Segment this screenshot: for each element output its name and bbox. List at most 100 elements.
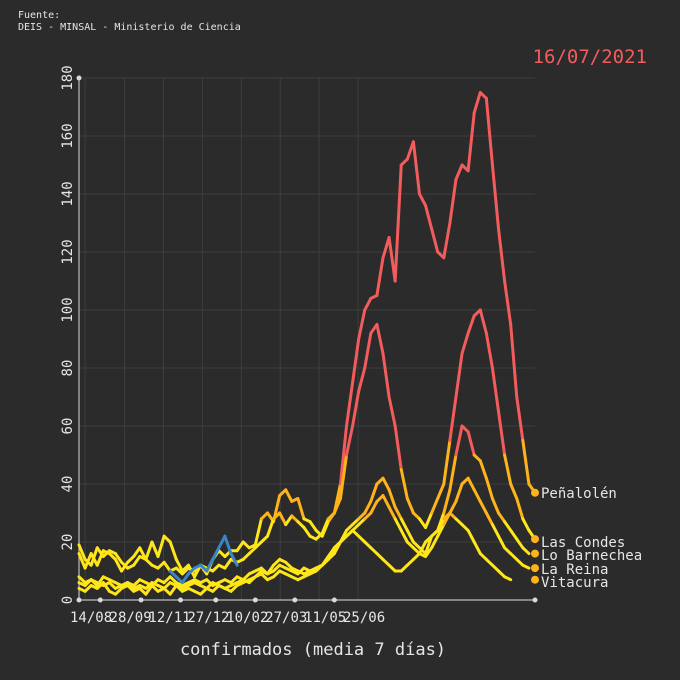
series-segment bbox=[466, 111, 476, 173]
series-segment bbox=[393, 424, 403, 471]
series-segment bbox=[217, 534, 227, 550]
series-segment bbox=[381, 494, 391, 509]
series-segment bbox=[424, 511, 434, 529]
series-segment bbox=[223, 534, 233, 556]
series-segment bbox=[448, 453, 458, 492]
end-point bbox=[531, 575, 539, 584]
series-segment bbox=[387, 505, 397, 521]
series-segment bbox=[363, 331, 373, 370]
series-segment bbox=[345, 381, 355, 428]
x-axis-dot bbox=[213, 597, 219, 603]
series-segment bbox=[484, 331, 494, 370]
y-tick-label: 60 bbox=[60, 418, 76, 435]
series-segment bbox=[466, 314, 476, 335]
series-segment bbox=[411, 140, 421, 196]
y-tick-label: 40 bbox=[60, 476, 76, 493]
series-segment bbox=[168, 540, 178, 561]
end-point bbox=[531, 488, 539, 497]
series-segment bbox=[387, 395, 397, 428]
series-segment bbox=[150, 540, 160, 558]
series-segment bbox=[405, 497, 415, 515]
series-segment bbox=[430, 534, 440, 550]
series-segment bbox=[113, 552, 124, 564]
end-label: Peñalolén bbox=[541, 486, 617, 502]
series-segment bbox=[77, 543, 87, 561]
x-tick-label: 28/09 bbox=[110, 610, 152, 626]
series-segment bbox=[296, 497, 306, 521]
series-segment bbox=[77, 552, 87, 570]
y-tick-label: 120 bbox=[60, 239, 76, 264]
series-segment bbox=[515, 537, 525, 550]
series-segment bbox=[393, 517, 403, 532]
series-segment bbox=[399, 517, 409, 532]
series-segment bbox=[338, 424, 349, 486]
series-segment bbox=[375, 323, 385, 355]
series-segment bbox=[497, 511, 507, 524]
series-segment bbox=[156, 534, 166, 558]
y-tick-label: 160 bbox=[60, 123, 76, 148]
series-segment bbox=[466, 476, 476, 492]
series-segment bbox=[363, 296, 373, 312]
x-axis-dot bbox=[532, 597, 538, 603]
series-segment bbox=[369, 482, 379, 503]
series-segment bbox=[448, 178, 458, 225]
series-segment bbox=[351, 389, 361, 428]
series-segment bbox=[424, 546, 434, 558]
series-segment bbox=[490, 523, 501, 538]
series-segment bbox=[417, 192, 428, 208]
series-segment bbox=[205, 557, 215, 573]
series-segment bbox=[174, 557, 184, 573]
series-segment bbox=[521, 563, 531, 570]
end-label: Lo Barnechea bbox=[541, 548, 642, 564]
series-segment bbox=[509, 528, 519, 541]
series-segment bbox=[363, 499, 373, 515]
x-tick-label: 11/05 bbox=[304, 610, 346, 626]
series-segment bbox=[521, 517, 531, 532]
series-segment bbox=[265, 517, 276, 538]
series-segment bbox=[503, 279, 513, 326]
y-tick-label: 180 bbox=[60, 65, 76, 90]
series-segment bbox=[320, 555, 330, 567]
series-segment bbox=[393, 505, 403, 521]
y-tick-label: 140 bbox=[60, 181, 76, 206]
series-segment bbox=[454, 482, 464, 503]
series-segment bbox=[454, 163, 464, 181]
series-segment bbox=[490, 497, 501, 515]
series-segment bbox=[490, 163, 501, 231]
series-segment bbox=[101, 581, 111, 593]
series-segment bbox=[503, 520, 513, 532]
end-point bbox=[531, 535, 539, 544]
x-tick-label: 25/06 bbox=[343, 610, 385, 626]
series-segment bbox=[302, 526, 312, 538]
series-segment bbox=[442, 439, 452, 486]
series-segment bbox=[405, 528, 415, 544]
series-segment bbox=[113, 557, 124, 573]
series-segment bbox=[472, 91, 482, 115]
series-segment bbox=[417, 540, 428, 556]
x-axis-dot bbox=[292, 597, 298, 603]
series-segment bbox=[95, 546, 105, 558]
series-segment bbox=[466, 528, 476, 544]
x-axis-dot bbox=[331, 597, 337, 603]
series-segment bbox=[478, 459, 488, 480]
series-segment bbox=[466, 430, 476, 457]
series-segment bbox=[144, 540, 154, 561]
series-segment bbox=[168, 584, 178, 596]
x-axis-label: confirmados (media 7 días) bbox=[180, 640, 446, 660]
series-segment bbox=[326, 546, 336, 558]
series-segment bbox=[521, 439, 531, 486]
series-segment bbox=[235, 540, 245, 553]
series-segment bbox=[357, 366, 367, 393]
series-segment bbox=[132, 555, 142, 567]
series-segment bbox=[308, 520, 318, 532]
x-axis-dot bbox=[138, 597, 144, 603]
series-segment bbox=[387, 488, 397, 509]
x-axis-dot bbox=[178, 597, 184, 603]
series-extra bbox=[168, 534, 239, 585]
series-segment bbox=[278, 511, 288, 527]
y-tick-label: 100 bbox=[60, 297, 76, 322]
series-segment bbox=[180, 572, 190, 585]
series-segment bbox=[223, 557, 233, 570]
